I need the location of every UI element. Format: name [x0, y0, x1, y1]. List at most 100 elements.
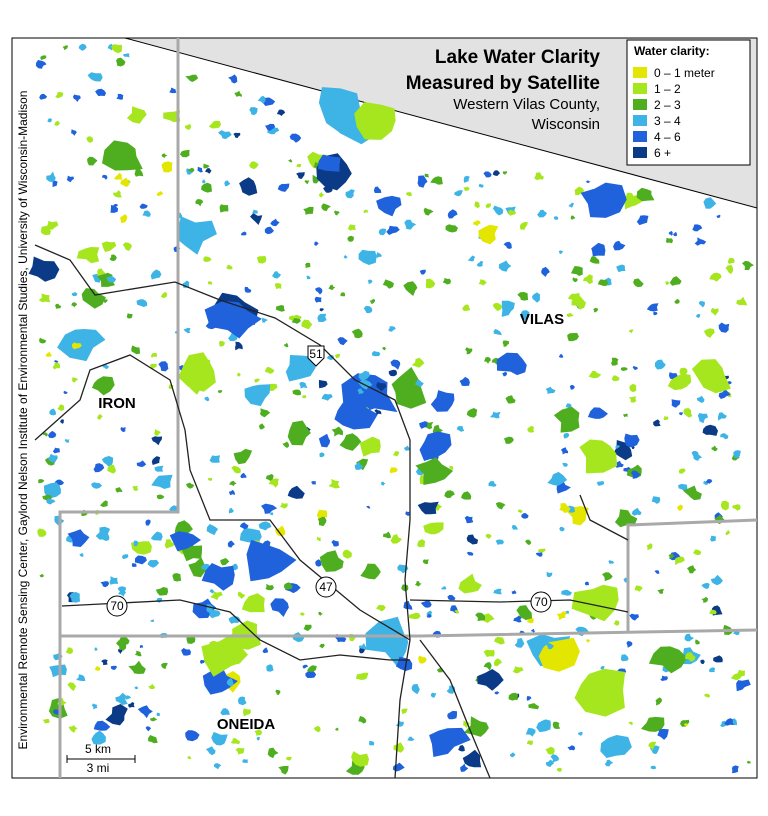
- lake: [267, 747, 279, 759]
- lake: [319, 191, 325, 198]
- lake: [301, 319, 313, 330]
- lake: [303, 206, 314, 215]
- lake: [646, 303, 659, 312]
- lake: [111, 44, 122, 54]
- lake: [705, 479, 713, 484]
- lake: [516, 605, 532, 621]
- lake: [425, 278, 436, 289]
- lake: [591, 242, 606, 257]
- lake: [227, 540, 235, 548]
- lake: [100, 581, 110, 588]
- lake: [389, 467, 398, 474]
- lake: [683, 485, 702, 501]
- lake: [505, 395, 516, 404]
- lake: [172, 573, 182, 582]
- lake: [296, 163, 302, 168]
- lake: [63, 390, 68, 394]
- highway-shield: 70: [530, 591, 552, 613]
- lake: [478, 224, 499, 245]
- lake: [38, 293, 51, 303]
- lake: [676, 504, 683, 511]
- lake: [142, 210, 151, 217]
- lake: [237, 372, 241, 377]
- lake: [388, 369, 397, 377]
- lake: [483, 171, 492, 178]
- lake: [574, 186, 585, 196]
- lake: [305, 671, 317, 678]
- lake: [564, 610, 569, 614]
- lake: [132, 485, 139, 491]
- lake: [71, 291, 78, 297]
- lake: [274, 283, 282, 290]
- lake: [235, 341, 243, 351]
- lake: [553, 406, 580, 433]
- lake: [113, 203, 118, 207]
- lake: [96, 272, 115, 287]
- lake: [279, 502, 288, 509]
- lake: [495, 502, 506, 510]
- lake: [177, 216, 217, 255]
- lake: [134, 686, 139, 690]
- highway-shield: 51: [307, 345, 325, 367]
- lake: [611, 375, 620, 382]
- lake: [39, 573, 44, 578]
- lake: [604, 759, 614, 767]
- lake: [178, 352, 216, 392]
- lake: [475, 612, 486, 622]
- lake: [632, 365, 638, 370]
- lake: [339, 433, 362, 451]
- lake: [249, 161, 259, 170]
- lake: [552, 721, 561, 729]
- lake: [244, 286, 252, 293]
- lake: [119, 636, 130, 645]
- lake: [541, 266, 550, 277]
- lake: [133, 540, 139, 547]
- lake: [118, 590, 126, 597]
- lake: [118, 648, 123, 654]
- lake: [93, 720, 111, 731]
- lake: [710, 574, 723, 586]
- highway-number: 47: [319, 580, 333, 594]
- lake: [683, 408, 693, 418]
- lake: [623, 413, 628, 418]
- lake: [161, 662, 168, 670]
- lake: [180, 149, 190, 158]
- lake: [304, 180, 310, 185]
- legend-title: Water clarity:: [634, 44, 710, 58]
- lake: [126, 313, 133, 319]
- lake: [150, 353, 158, 358]
- lake: [284, 582, 293, 590]
- lake: [209, 609, 221, 619]
- lake: [514, 638, 525, 648]
- lake: [456, 426, 465, 432]
- lake: [655, 697, 662, 706]
- lake: [718, 322, 730, 333]
- lake: [725, 529, 731, 536]
- lake: [710, 535, 717, 542]
- lake: [691, 359, 731, 394]
- lake: [355, 672, 369, 680]
- lake: [139, 203, 148, 209]
- lake: [489, 411, 501, 419]
- lake: [713, 655, 723, 663]
- lake: [241, 231, 247, 236]
- lake: [460, 763, 469, 772]
- lake: [401, 708, 408, 714]
- lake: [52, 447, 60, 454]
- lake: [136, 299, 148, 307]
- lake: [382, 279, 394, 289]
- lake: [91, 482, 103, 489]
- lake: [498, 260, 512, 272]
- lake: [620, 654, 629, 662]
- county-label: ONEIDA: [217, 716, 276, 733]
- lake: [103, 299, 108, 303]
- lake: [115, 692, 128, 705]
- lake: [184, 124, 192, 130]
- lake: [696, 395, 705, 403]
- lake: [134, 555, 147, 565]
- lake: [345, 189, 355, 199]
- lake: [569, 385, 575, 390]
- lake: [219, 340, 225, 347]
- lake: [313, 725, 321, 733]
- lake: [211, 731, 228, 746]
